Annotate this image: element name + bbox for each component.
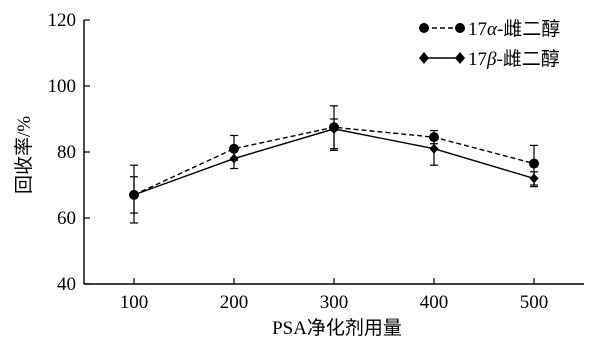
- series-beta: [129, 118, 539, 214]
- data-point: [229, 153, 239, 164]
- y-tick-label: 80: [57, 142, 76, 163]
- data-point: [529, 173, 539, 184]
- x-tick-label: 500: [520, 292, 549, 313]
- series-layer: [129, 105, 539, 224]
- data-point: [529, 158, 539, 169]
- y-tick-label: 40: [57, 274, 76, 295]
- x-tick-label: 300: [320, 292, 349, 313]
- x-tick-label: 400: [420, 292, 449, 313]
- legend-label-alpha: 17α-雌二醇: [468, 18, 560, 40]
- x-axis-title: PSA净化剂用量: [272, 317, 402, 339]
- legend: 17α-雌二醇 17β-雌二醇: [419, 18, 560, 70]
- data-point: [429, 143, 439, 154]
- legend-marker-diamond-icon: [455, 52, 465, 64]
- y-tick-label: 60: [57, 208, 76, 229]
- x-tick-label: 100: [120, 292, 149, 313]
- x-tick-label: 200: [220, 292, 249, 313]
- y-tick-label: 100: [48, 76, 77, 97]
- data-point: [329, 123, 339, 134]
- legend-marker-circle-icon: [419, 23, 429, 33]
- y-tick-label: 120: [48, 10, 77, 31]
- legend-item-beta: 17β-雌二醇: [419, 48, 560, 70]
- legend-label-beta: 17β-雌二醇: [468, 48, 560, 70]
- legend-marker-diamond-icon: [419, 52, 429, 64]
- data-point: [129, 189, 139, 200]
- legend-marker-circle-icon: [455, 23, 465, 33]
- legend-item-alpha: 17α-雌二醇: [419, 18, 560, 40]
- axes: 40 60 80 100 120 100 200 300 400 500: [48, 10, 584, 313]
- y-axis-title: 回收率/%: [13, 116, 35, 194]
